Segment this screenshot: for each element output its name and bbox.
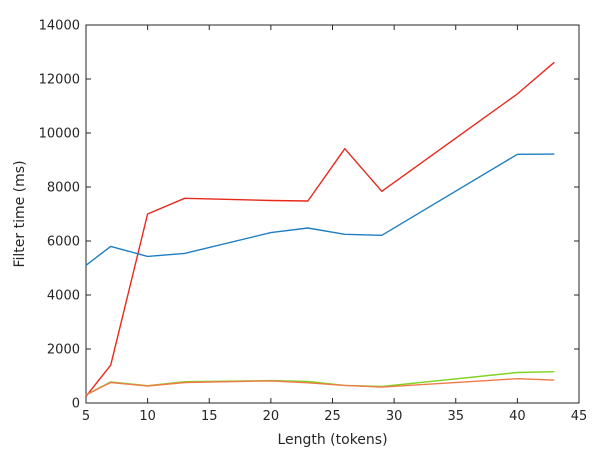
x-tick-label: 30 [386, 409, 403, 424]
x-tick-label: 5 [82, 409, 90, 424]
series-lines [85, 61, 555, 397]
series-line-1 [85, 61, 555, 397]
x-tick-label: 15 [201, 409, 218, 424]
x-tick-label: 35 [447, 409, 464, 424]
x-tick-label: 45 [571, 409, 588, 424]
x-tick-label: 25 [324, 409, 341, 424]
x-tick-label: 20 [263, 409, 280, 424]
y-tick-label: 2000 [47, 343, 80, 358]
x-tick-label: 40 [509, 409, 526, 424]
y-tick-label: 12000 [39, 73, 80, 88]
y-tick-label: 6000 [47, 235, 80, 250]
axis-ticks: 5 10 15 20 25 30 35 40 45 0 2000 4000 6000 8000 10000 1… [39, 19, 588, 425]
x-axis-label: Length (tokens) [277, 432, 387, 448]
y-tick-label: 14000 [39, 19, 80, 34]
plot-frame [85, 24, 580, 404]
y-tick-label: 8000 [47, 181, 80, 196]
y-axis-label: Filter time (ms) [12, 160, 28, 267]
y-tick-label: 0 [72, 397, 80, 412]
y-tick-label: 10000 [39, 127, 80, 142]
x-tick-label: 10 [139, 409, 156, 424]
series-line-2 [85, 153, 555, 266]
y-tick-label: 4000 [47, 289, 80, 304]
series-line-4 [85, 378, 555, 396]
